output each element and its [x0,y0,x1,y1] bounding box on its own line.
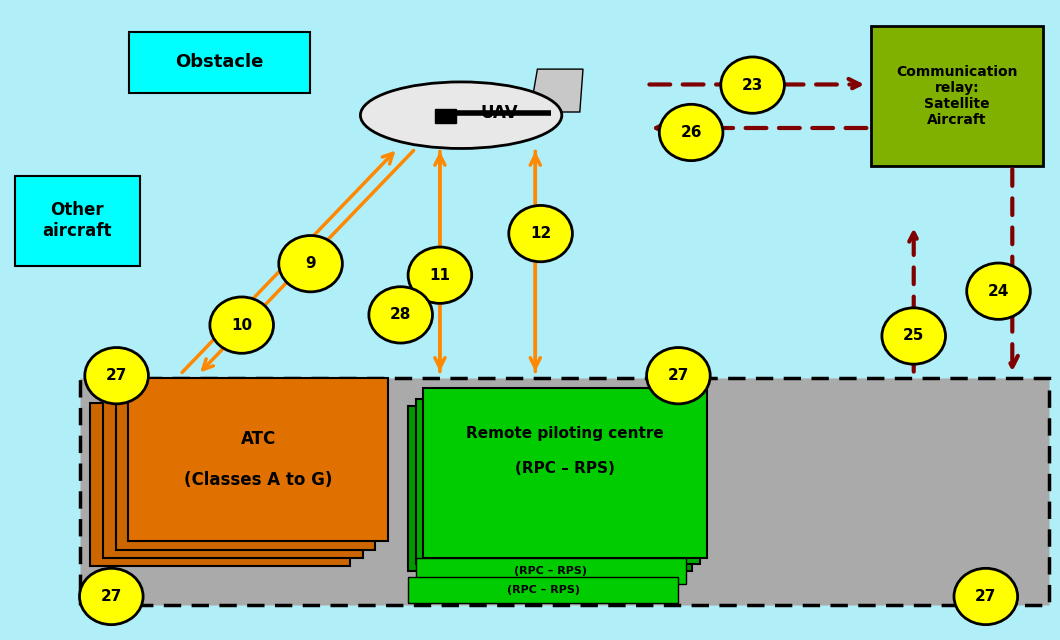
Ellipse shape [647,348,710,404]
Polygon shape [530,69,583,112]
Text: 23: 23 [742,77,763,93]
FancyBboxPatch shape [80,378,1049,605]
FancyBboxPatch shape [15,176,140,266]
Ellipse shape [210,297,273,353]
Text: 27: 27 [106,368,127,383]
Ellipse shape [85,348,148,404]
Text: 25: 25 [903,328,924,344]
FancyBboxPatch shape [103,395,363,558]
Text: Communication
relay:
Satellite
Aircraft: Communication relay: Satellite Aircraft [897,65,1018,127]
Text: 9: 9 [305,256,316,271]
Text: 24: 24 [988,284,1009,299]
Ellipse shape [279,236,342,292]
Text: 12: 12 [530,226,551,241]
Text: UAV: UAV [480,104,517,122]
Ellipse shape [967,263,1030,319]
Ellipse shape [882,308,946,364]
FancyBboxPatch shape [128,378,388,541]
Text: Remote piloting centre

(RPC – RPS): Remote piloting centre (RPC – RPS) [466,426,664,476]
Text: 11: 11 [429,268,450,283]
FancyBboxPatch shape [90,403,350,566]
Bar [435,109,456,123]
Ellipse shape [369,287,432,343]
Text: 10: 10 [231,317,252,333]
FancyBboxPatch shape [416,399,700,564]
Ellipse shape [659,104,723,161]
Text: Obstacle: Obstacle [175,53,264,72]
FancyBboxPatch shape [416,558,686,584]
Text: 27: 27 [101,589,122,604]
FancyBboxPatch shape [116,387,375,550]
Text: 28: 28 [390,307,411,323]
Text: ATC

(Classes A to G): ATC (Classes A to G) [184,429,333,490]
Ellipse shape [509,205,572,262]
Ellipse shape [80,568,143,625]
FancyBboxPatch shape [871,26,1043,166]
Text: 27: 27 [668,368,689,383]
Ellipse shape [360,82,562,148]
Ellipse shape [408,247,472,303]
Text: (RPC – RPS): (RPC – RPS) [514,566,587,576]
Text: Other
aircraft: Other aircraft [42,202,112,240]
Text: 27: 27 [975,589,996,604]
FancyBboxPatch shape [408,406,692,571]
FancyBboxPatch shape [129,32,310,93]
Ellipse shape [721,57,784,113]
Text: 26: 26 [681,125,702,140]
Ellipse shape [954,568,1018,625]
FancyBboxPatch shape [423,388,707,558]
Text: (RPC – RPS): (RPC – RPS) [507,585,580,595]
FancyBboxPatch shape [408,577,678,603]
